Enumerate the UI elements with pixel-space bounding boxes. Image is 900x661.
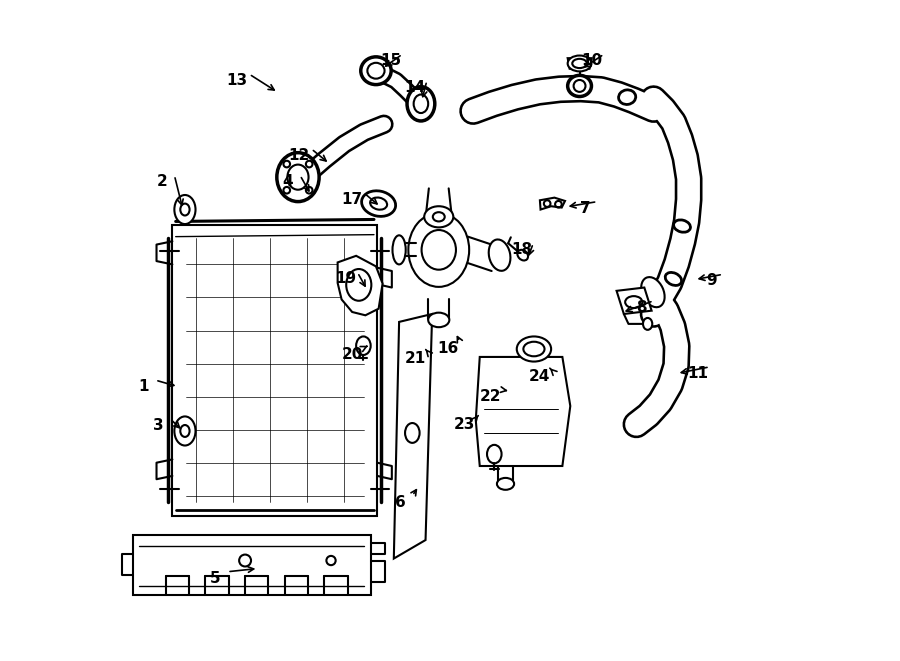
Polygon shape [568,58,591,69]
Ellipse shape [277,153,320,202]
Ellipse shape [407,87,435,121]
Polygon shape [476,357,571,466]
Ellipse shape [361,57,392,85]
Polygon shape [173,225,377,516]
Polygon shape [540,198,565,210]
Ellipse shape [409,213,469,287]
Text: 16: 16 [437,341,459,356]
Text: 24: 24 [529,369,551,384]
Text: 6: 6 [395,495,406,510]
Text: 10: 10 [581,54,603,68]
Ellipse shape [643,318,652,330]
Text: 12: 12 [289,148,310,163]
Ellipse shape [489,239,510,271]
Text: 2: 2 [158,175,167,189]
Ellipse shape [568,56,591,71]
Ellipse shape [487,445,501,463]
Ellipse shape [517,336,551,362]
Text: 23: 23 [454,417,475,432]
Text: 17: 17 [342,192,363,207]
Text: 20: 20 [341,347,363,362]
Ellipse shape [362,191,396,216]
Text: 14: 14 [404,80,426,95]
Text: 9: 9 [706,274,716,288]
Text: 18: 18 [511,243,532,257]
Text: 4: 4 [283,175,293,189]
Polygon shape [394,314,432,559]
Ellipse shape [518,250,528,260]
Polygon shape [616,288,652,314]
Text: 5: 5 [210,571,220,586]
Text: 1: 1 [138,379,148,394]
Ellipse shape [673,220,690,232]
Text: 21: 21 [405,351,427,366]
Ellipse shape [424,206,454,227]
Ellipse shape [356,336,371,355]
Text: 7: 7 [580,201,590,215]
Text: 22: 22 [481,389,501,404]
Ellipse shape [175,416,195,446]
Ellipse shape [428,313,449,327]
Ellipse shape [392,235,406,264]
Ellipse shape [641,277,664,307]
Ellipse shape [618,90,635,104]
Polygon shape [132,535,371,595]
Text: 19: 19 [335,272,356,286]
Ellipse shape [665,272,681,286]
Polygon shape [338,256,382,315]
Ellipse shape [175,195,195,224]
Ellipse shape [568,75,591,97]
Ellipse shape [626,296,643,308]
Text: 3: 3 [152,418,163,432]
Text: 8: 8 [636,300,647,315]
Text: 15: 15 [380,54,401,68]
Text: 11: 11 [688,366,708,381]
Ellipse shape [497,478,514,490]
Text: 13: 13 [227,73,248,88]
